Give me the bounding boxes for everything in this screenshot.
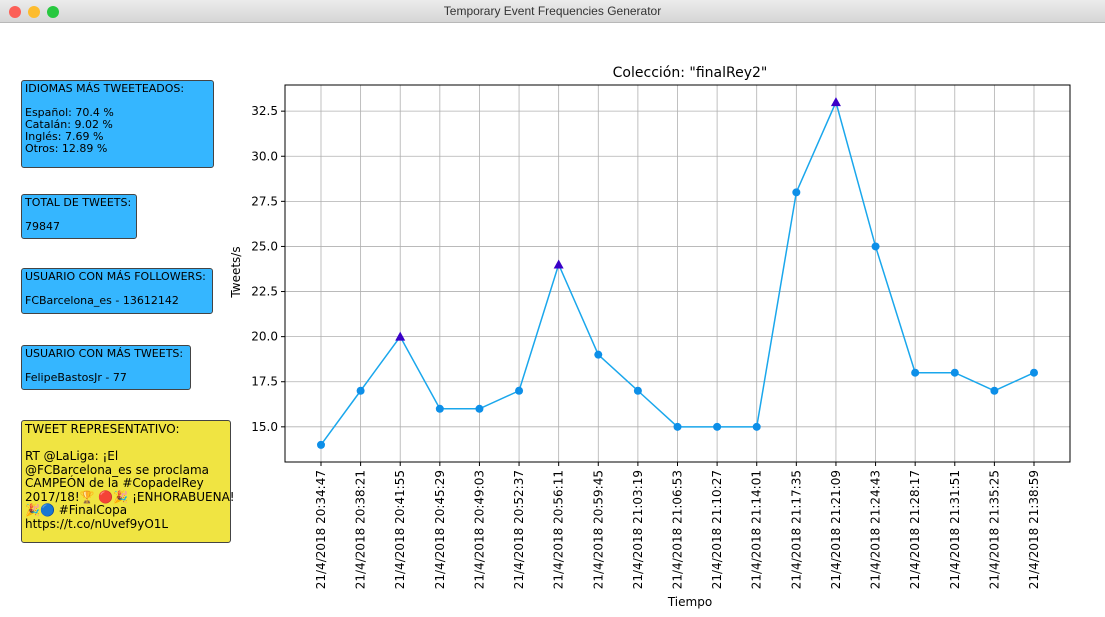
point	[435, 404, 444, 413]
x-tick-label: 21/4/2018 21:06:53	[671, 470, 685, 589]
panel-title: IDIOMAS MÁS TWEETEADOS:	[25, 82, 185, 95]
peak-marker	[553, 259, 564, 269]
x-tick-label: 21/4/2018 21:35:25	[987, 470, 1001, 589]
close-button[interactable]	[9, 6, 21, 18]
x-tick-label: 21/4/2018 21:03:19	[631, 470, 645, 589]
y-tick-label: 15.0	[251, 420, 278, 434]
point	[515, 386, 524, 395]
tweets-panel: USUARIO CON MÁS TWEETS: FelipeBastosJr - …	[21, 345, 191, 390]
point	[950, 368, 959, 377]
panel-line: Catalán: 9.02 %	[25, 118, 113, 131]
x-tick-label: 21/4/2018 21:10:27	[710, 470, 724, 589]
y-axis-label: Tweets/s	[229, 246, 243, 298]
panel-line: RT @LaLiga: ¡El	[25, 449, 119, 463]
x-tick-label: 21/4/2018 21:14:01	[750, 470, 764, 589]
total-panel: TOTAL DE TWEETS: 79847	[21, 194, 137, 239]
point	[911, 368, 920, 377]
title-bar: Temporary Event Frequencies Generator	[0, 0, 1105, 23]
point	[713, 422, 722, 431]
x-tick-label: 21/4/2018 20:38:21	[354, 470, 368, 589]
x-tick-label: 21/4/2018 20:41:55	[393, 470, 407, 589]
x-tick-label: 21/4/2018 20:59:45	[591, 470, 605, 589]
y-tick-label: 27.5	[251, 194, 278, 208]
zoom-button[interactable]	[47, 6, 59, 18]
panel-title: TWEET REPRESENTATIVO:	[25, 422, 180, 436]
point	[871, 242, 880, 251]
window-title: Temporary Event Frequencies Generator	[443, 4, 662, 18]
panel-line: FelipeBastosJr - 77	[25, 371, 127, 384]
y-tick-label: 25.0	[251, 239, 278, 253]
point	[356, 386, 365, 395]
x-tick-label: 21/4/2018 21:21:09	[829, 470, 843, 589]
languages-panel: IDIOMAS MÁS TWEETEADOS: Español: 70.4 % Ca…	[21, 80, 214, 168]
panel-line: Otros: 12.89 %	[25, 142, 108, 155]
panel-line: https://t.co/nUvef9yO1L	[25, 516, 169, 531]
panel-line: 🎉🔵 #FinalCopa	[25, 503, 128, 517]
y-tick-label: 22.5	[251, 285, 278, 299]
minimize-button[interactable]	[28, 6, 40, 18]
plot-frame	[284, 84, 1071, 463]
point	[633, 386, 642, 395]
x-tick-label: 21/4/2018 20:49:03	[472, 470, 486, 589]
point	[990, 386, 999, 395]
x-tick-label: 21/4/2018 21:38:59	[1027, 470, 1041, 589]
panel-line: 79847	[25, 220, 60, 233]
panel-line: FCBarcelona_es - 13612142	[25, 294, 179, 307]
point	[1030, 368, 1038, 377]
x-tick-label: 21/4/2018 20:56:11	[552, 470, 566, 589]
panel-line: CAMPEÓN de la #CopadelRey	[25, 476, 204, 490]
x-tick-label: 21/4/2018 21:31:51	[948, 470, 962, 589]
x-tick-label: 21/4/2018 20:52:37	[512, 470, 526, 589]
x-tick-label: 21/4/2018 21:24:43	[869, 470, 883, 589]
panel-line: @FCBarcelona_es se proclama	[25, 462, 210, 477]
point	[317, 440, 325, 449]
panel-line: Inglés: 7.69 %	[25, 130, 104, 143]
panel-title: USUARIO CON MÁS FOLLOWERS:	[25, 270, 206, 283]
peak-marker	[830, 97, 841, 107]
panel-title: USUARIO CON MÁS TWEETS:	[25, 347, 184, 360]
point	[475, 404, 484, 413]
point	[673, 422, 682, 431]
point	[792, 188, 801, 197]
panel-line: 2017/18!🏆 🔴🎉 ¡ENHORABUENA!	[25, 489, 235, 504]
y-tick-label: 20.0	[251, 330, 278, 344]
panel-line: Español: 70.4 %	[25, 106, 114, 119]
x-tick-label: 21/4/2018 21:17:35	[789, 470, 803, 589]
point	[752, 422, 761, 431]
x-tick-label: 21/4/2018 20:45:29	[433, 470, 447, 589]
panel-title: TOTAL DE TWEETS:	[25, 196, 132, 209]
y-tick-label: 32.5	[251, 104, 278, 118]
point	[594, 350, 603, 359]
chart-title: Colección: "finalRey2"	[613, 65, 768, 81]
y-tick-label: 17.5	[251, 375, 278, 389]
x-tick-label: 21/4/2018 21:28:17	[908, 470, 922, 589]
tweet-panel: TWEET REPRESENTATIVO: RT @LaLiga: ¡El @FCB…	[21, 420, 235, 543]
y-tick-label: 30.0	[251, 149, 278, 163]
followers-panel: USUARIO CON MÁS FOLLOWERS: FCBarcelona_es…	[21, 268, 213, 314]
peak-marker	[395, 331, 406, 341]
x-tick-label: 21/4/2018 20:34:47	[314, 470, 328, 589]
x-axis-label: Tiempo	[667, 595, 712, 609]
